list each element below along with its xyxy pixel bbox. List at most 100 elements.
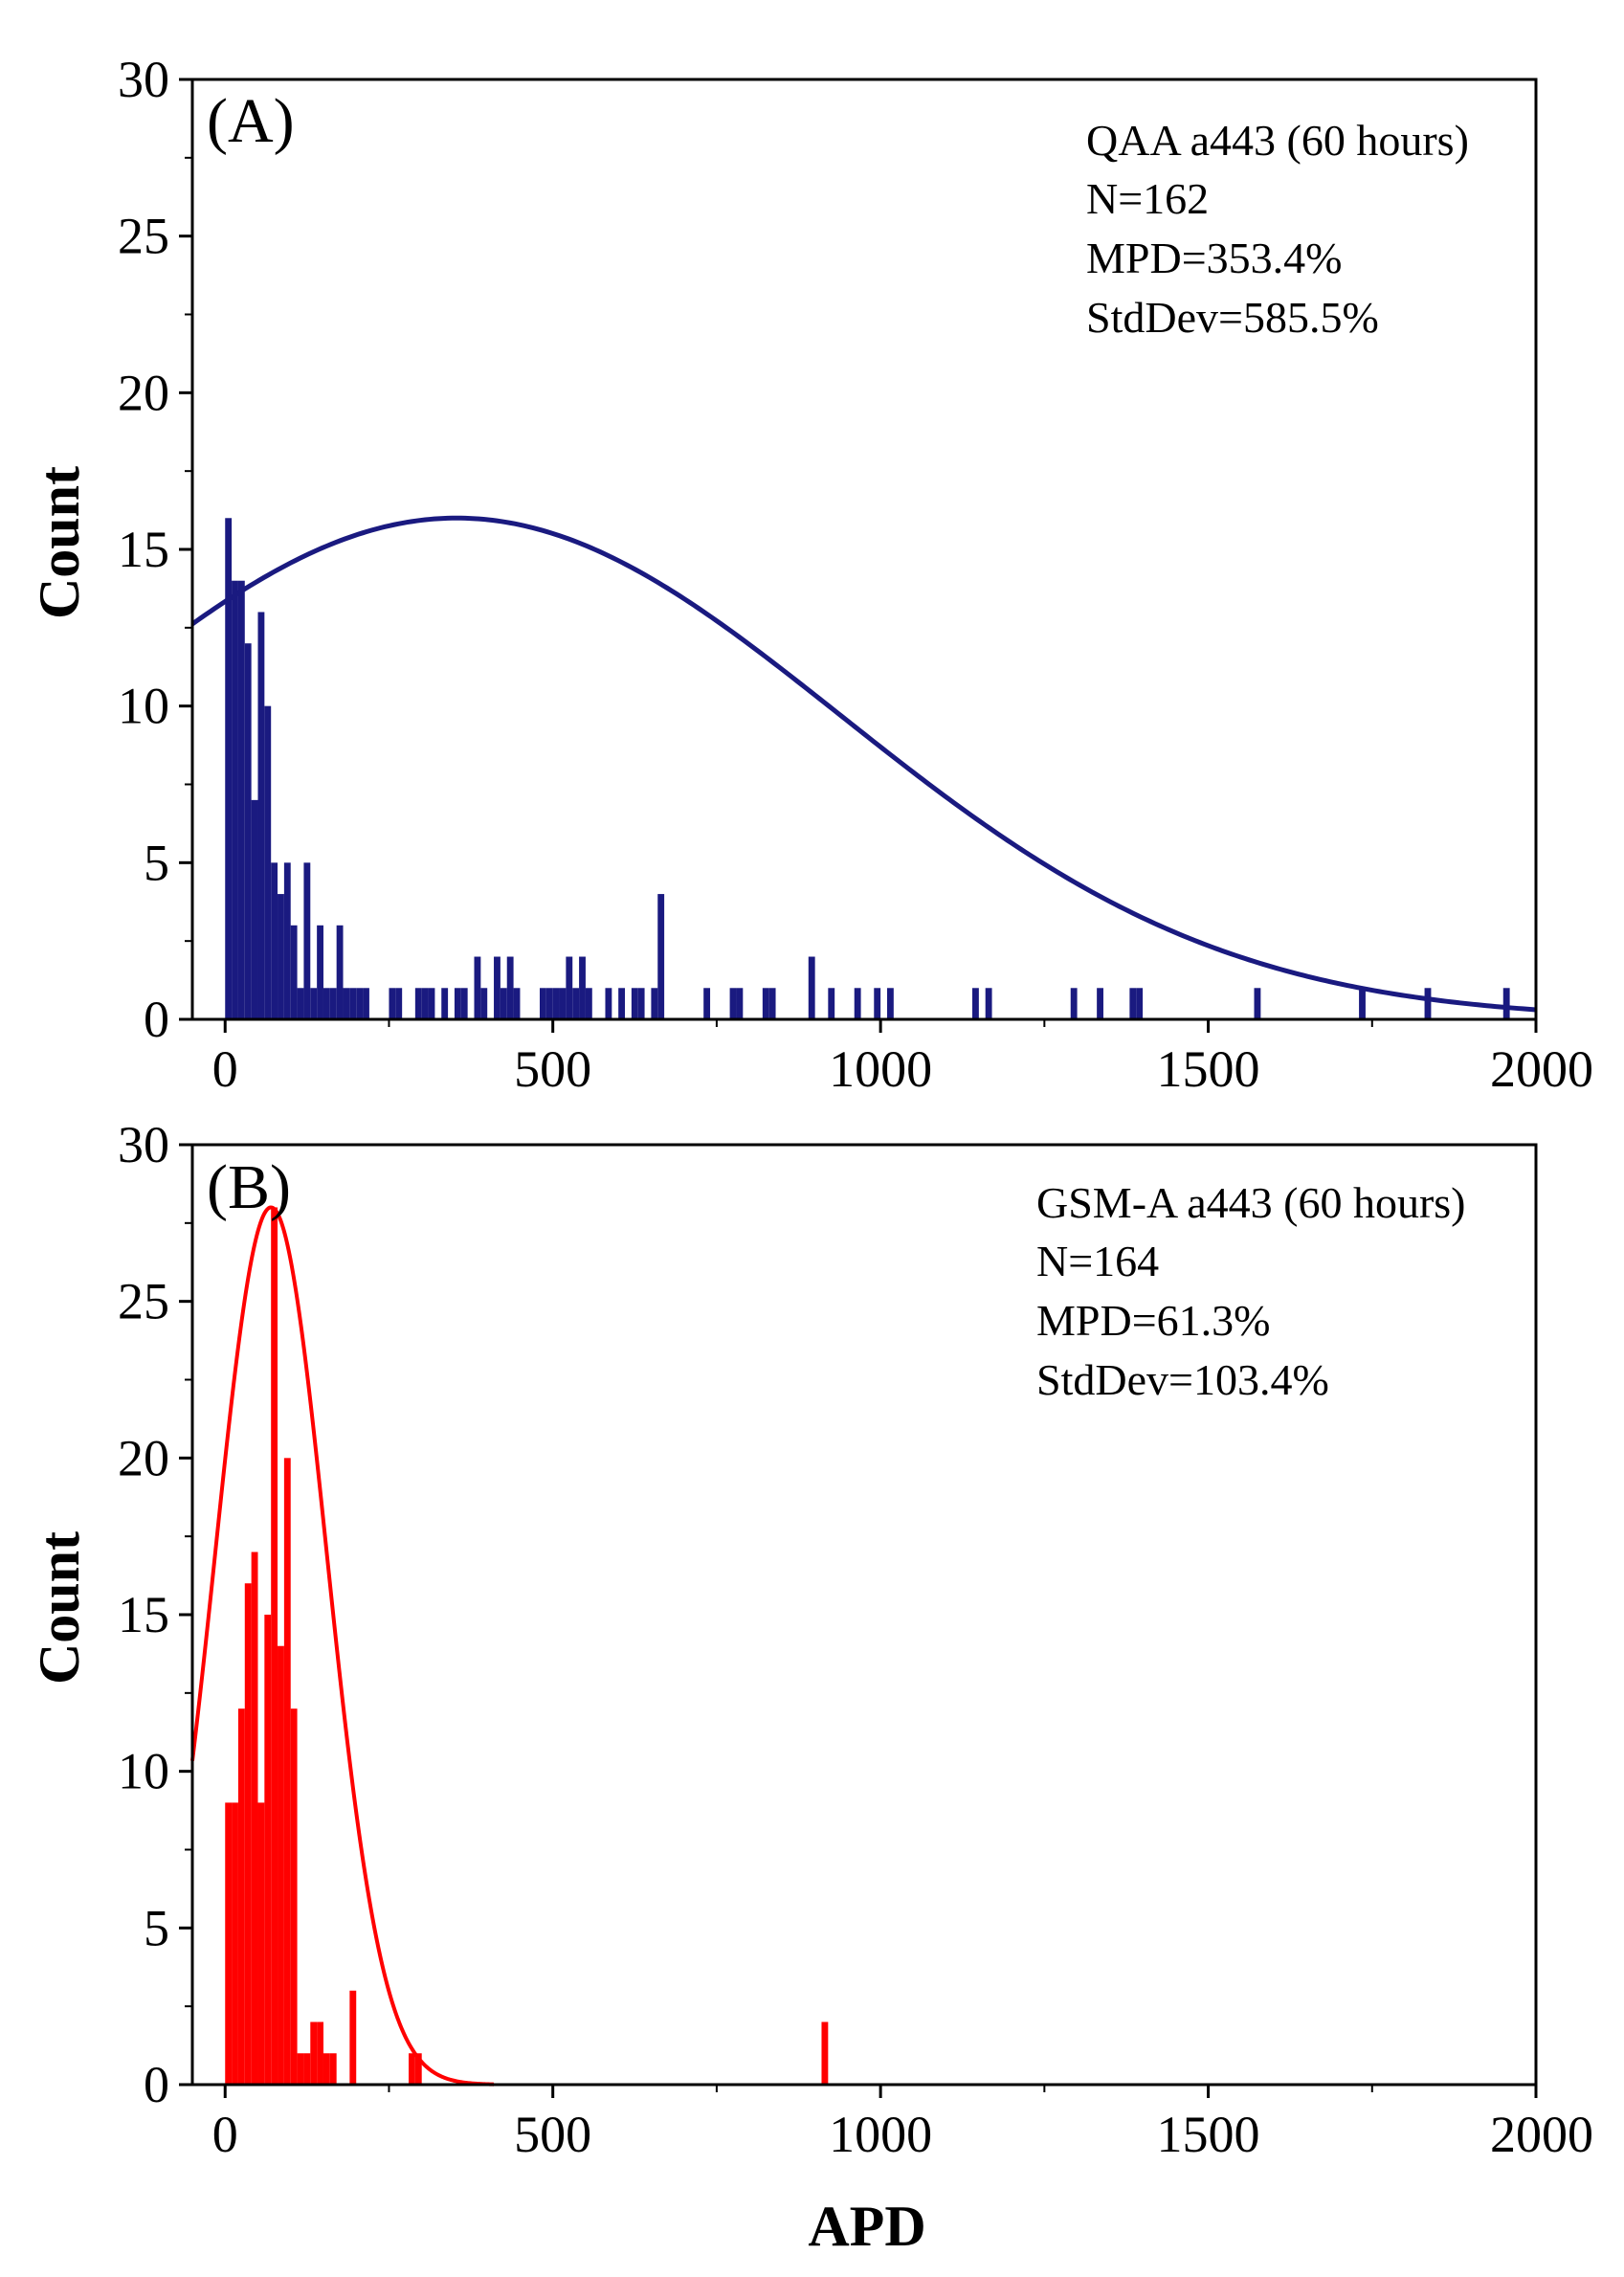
panel-b-y-tick-label-6: 30 <box>118 1116 169 1173</box>
panel-a-bar-16 <box>329 988 337 1019</box>
panel-b-y-tick-label-4: 20 <box>118 1429 169 1486</box>
panel-b-bar-4 <box>251 1551 258 2085</box>
panel-b-bar-19 <box>414 2053 422 2085</box>
panel-a-x-tick-label-2: 1000 <box>829 1040 932 1098</box>
panel-b-annotation-stddev: StdDev=103.4% <box>1036 1355 1329 1404</box>
panel-a-bar-15 <box>323 988 330 1019</box>
panel-a-bar-26 <box>428 988 435 1019</box>
panel-a-bar-47 <box>637 988 645 1019</box>
panel-a-ticks: 0 5 10 15 20 25 30 0 500 1000 1500 2000 <box>118 51 1593 1098</box>
panel-a-y-tick-label-3: 15 <box>118 521 169 578</box>
panel-a-y-axis-title: Count <box>28 466 91 619</box>
panel-a-bar-49 <box>657 894 665 1019</box>
x-axis-title: APD <box>808 2195 925 2258</box>
panel-a-bar-39 <box>559 988 567 1019</box>
panel-a-bar-38 <box>552 988 560 1019</box>
panel-b-bar-5 <box>257 1802 265 2085</box>
panel-a-bar-62 <box>1070 988 1078 1019</box>
panel-a-bar-50 <box>703 988 711 1019</box>
panel-a-label: (A) <box>207 86 295 156</box>
panel-a-x-tick-label-3: 1500 <box>1157 1040 1260 1098</box>
panel-a-bar-60 <box>972 988 979 1019</box>
panel-a-bar-45 <box>618 988 626 1019</box>
panel-a: 0 5 10 15 20 25 30 0 500 1000 1500 2000 (A) QAA a44… <box>28 51 1593 1098</box>
panel-a-bar-2 <box>237 580 245 1019</box>
panel-a-annotation-title: QAA a443 (60 hours) <box>1086 116 1469 165</box>
panel-a-bar-22 <box>389 988 396 1019</box>
panel-b-bar-8 <box>278 1645 284 2085</box>
panel-b-x-tick-label-2: 1000 <box>829 2106 932 2163</box>
panel-a-bar-35 <box>513 988 521 1019</box>
panel-a-y-tick-label-4: 20 <box>118 364 169 421</box>
panel-a-y-tick-label-2: 10 <box>118 678 169 735</box>
panel-a-bars <box>225 518 1510 1019</box>
panel-a-bar-37 <box>545 988 553 1019</box>
panel-a-bar-68 <box>1424 988 1432 1019</box>
panel-b-label: (B) <box>207 1152 291 1222</box>
panel-a-bar-8 <box>278 894 284 1019</box>
panel-a-bar-14 <box>317 925 323 1019</box>
panel-b-bar-15 <box>323 2053 330 2085</box>
panel-a-bar-54 <box>768 988 776 1019</box>
panel-a-bar-20 <box>356 988 364 1019</box>
panel-a-bar-23 <box>395 988 403 1019</box>
panel-a-y-tick-label-1: 5 <box>144 834 169 891</box>
panel-a-bar-57 <box>854 988 861 1019</box>
panel-b-bar-3 <box>244 1583 252 2085</box>
panel-a-bar-17 <box>336 925 344 1019</box>
panel-a-bar-52 <box>736 988 744 1019</box>
panel-a-bar-9 <box>283 862 291 1019</box>
panel-b-bar-10 <box>290 1708 298 2085</box>
panel-b-annotation-title: GSM-A a443 (60 hours) <box>1036 1178 1465 1227</box>
panel-b-bar-13 <box>310 2021 318 2085</box>
panel-a-bar-32 <box>494 956 501 1019</box>
panel-a-bar-28 <box>454 988 461 1019</box>
panel-a-annotation-n: N=162 <box>1086 174 1209 223</box>
panel-a-bar-53 <box>762 988 769 1019</box>
panel-b-y-tick-label-1: 5 <box>144 1899 169 1956</box>
panel-b-bar-7 <box>271 1207 278 2085</box>
panel-a-bar-58 <box>874 988 881 1019</box>
panel-a-y-tick-label-0: 0 <box>144 991 169 1048</box>
panel-a-fit-curve <box>190 515 1537 1013</box>
panel-b-bar-9 <box>283 1458 291 2085</box>
panel-a-bar-29 <box>460 988 468 1019</box>
panel-a-bar-64 <box>1129 988 1137 1019</box>
panel-a-bar-42 <box>579 956 586 1019</box>
panel-a-bar-41 <box>572 988 580 1019</box>
panel-a-x-tick-label-1: 500 <box>514 1040 591 1098</box>
panel-b-x-tick-label-1: 500 <box>514 2106 591 2163</box>
panel-a-bar-4 <box>251 799 258 1019</box>
panel-b-plot-frame <box>190 1143 1538 2087</box>
panel-b-y-axis-title: Count <box>28 1531 91 1685</box>
panel-a-bar-0 <box>225 518 233 1019</box>
panel-a-x-tick-label-4: 2000 <box>1490 1040 1593 1098</box>
panel-a-bar-19 <box>349 988 357 1019</box>
panel-a-bar-66 <box>1254 988 1261 1019</box>
panel-b-bar-17 <box>349 1990 357 2085</box>
panel-b-bar-1 <box>232 1802 238 2085</box>
panel-a-bar-36 <box>539 988 546 1019</box>
panel-b-bars <box>225 1207 829 2085</box>
panel-a-bar-46 <box>631 988 638 1019</box>
panel-a-bar-33 <box>500 988 507 1019</box>
panel-a-bar-65 <box>1136 988 1144 1019</box>
panel-a-bar-69 <box>1502 988 1510 1019</box>
panel-a-bar-34 <box>506 956 514 1019</box>
panel-a-bar-3 <box>244 643 252 1019</box>
panel-a-bar-61 <box>985 988 992 1019</box>
panel-b-bar-0 <box>225 1802 233 2085</box>
panel-a-bar-12 <box>303 862 311 1019</box>
panel-b-y-tick-label-3: 15 <box>118 1586 169 1643</box>
panel-a-bar-59 <box>886 988 894 1019</box>
panel-a-bar-5 <box>257 612 265 1019</box>
panel-a-bar-18 <box>343 988 350 1019</box>
panel-b-y-tick-label-2: 10 <box>118 1743 169 1800</box>
panel-a-annotation-mpd: MPD=353.4% <box>1086 234 1342 282</box>
panel-b-x-tick-label-3: 1500 <box>1157 2106 1260 2163</box>
panel-b-bar-2 <box>237 1708 245 2085</box>
panel-b-ticks: 0 5 10 15 20 25 30 0 500 1000 1500 2000 <box>118 1116 1593 2163</box>
panel-b-fit-curve <box>190 1205 495 2087</box>
panel-a-annotations: QAA a443 (60 hours) N=162 MPD=353.4% Std… <box>1086 116 1469 342</box>
